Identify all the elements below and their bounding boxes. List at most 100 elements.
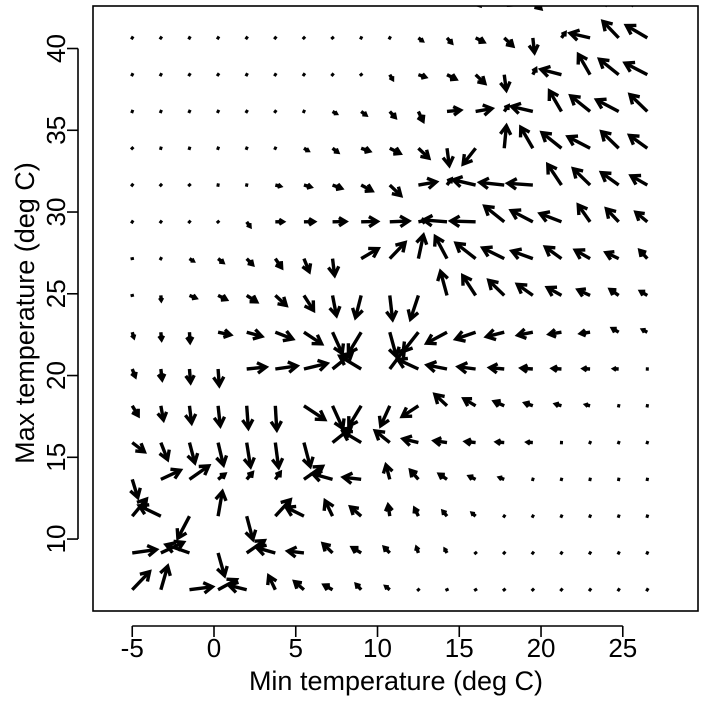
vector-arrow <box>131 441 147 454</box>
vector-arrow <box>244 146 249 151</box>
vector-arrow <box>246 0 248 2</box>
vector-field <box>129 0 650 595</box>
vector-arrow <box>577 328 591 338</box>
vector-arrow <box>331 0 334 2</box>
vector-arrow <box>273 146 278 151</box>
vector-arrow <box>327 258 341 279</box>
vector-arrow <box>215 35 221 41</box>
vector-arrow <box>129 478 142 501</box>
vector-arrow <box>486 278 506 297</box>
vector-arrow <box>645 587 650 592</box>
vector-arrow <box>158 295 165 304</box>
vector-arrow <box>321 583 334 592</box>
x-axis-label: Min temperature (deg C) <box>249 666 543 696</box>
vector-arrow <box>273 469 283 481</box>
vector-arrow <box>388 110 398 120</box>
vector-arrow <box>473 587 478 592</box>
vector-arrow <box>244 515 258 543</box>
vector-arrow <box>559 587 564 593</box>
vector-arrow <box>185 332 195 346</box>
vector-arrow <box>361 215 381 229</box>
vector-arrow <box>443 546 449 554</box>
vector-arrow <box>431 436 448 447</box>
vector-arrow <box>530 513 535 519</box>
vector-arrow <box>302 330 325 346</box>
vector-arrow <box>130 331 137 341</box>
vector-arrow <box>530 477 535 482</box>
vector-arrow <box>588 440 593 445</box>
vector-arrow <box>455 361 476 375</box>
vector-arrow <box>518 363 533 374</box>
vector-arrow <box>340 429 363 445</box>
vector-arrow <box>508 101 534 115</box>
vector-arrow <box>559 550 564 556</box>
vector-arrow <box>212 368 226 389</box>
vector-arrow <box>292 579 306 592</box>
vector-arrow <box>637 247 649 260</box>
vector-arrow <box>441 148 455 169</box>
vector-arrow <box>630 6 634 8</box>
vector-arrow <box>130 256 135 261</box>
vector-arrow <box>187 146 192 151</box>
vector-arrow <box>244 109 249 114</box>
vector-arrow <box>565 134 591 150</box>
vector-arrow <box>604 206 620 224</box>
vector-arrow <box>483 328 505 342</box>
vector-arrow <box>215 552 229 579</box>
vector-arrow <box>217 0 219 2</box>
vector-arrow <box>340 471 362 485</box>
vector-arrow <box>598 170 620 187</box>
vector-arrow <box>156 405 169 424</box>
vector-arrow <box>246 328 265 341</box>
x-tick-label: 0 <box>207 633 221 663</box>
vector-arrow <box>388 73 395 83</box>
vector-arrow <box>245 257 255 268</box>
vector-arrow <box>158 109 163 114</box>
vector-arrow <box>130 72 135 77</box>
vector-arrow <box>266 573 278 591</box>
vector-arrow <box>188 257 196 263</box>
vector-arrow <box>160 0 163 2</box>
vector-arrow <box>360 0 362 2</box>
vector-arrow <box>473 550 478 556</box>
vector-arrow <box>188 464 212 481</box>
vector-arrow <box>576 202 592 223</box>
vector-arrow <box>159 563 172 591</box>
y-tick-label: 15 <box>41 443 71 472</box>
vector-arrow <box>626 133 649 150</box>
vector-arrow <box>575 287 591 298</box>
vector-arrow <box>163 541 191 555</box>
vector-arrow <box>354 582 363 591</box>
vector-arrow <box>587 587 593 593</box>
vector-arrow <box>582 402 591 408</box>
y-tick-label: 35 <box>41 116 71 145</box>
vector-arrow <box>461 147 477 167</box>
vector-arrow <box>130 368 138 380</box>
y-axis: 10 15 20 25 30 35 40 <box>41 34 79 554</box>
vector-arrow <box>217 257 226 265</box>
vector-arrow <box>572 248 591 261</box>
vector-arrow <box>242 442 256 470</box>
vector-arrow <box>501 587 507 592</box>
vector-arrow <box>360 145 373 154</box>
vector-arrow <box>433 233 449 260</box>
vector-arrow <box>130 109 135 114</box>
vector-arrow <box>546 328 562 339</box>
vector-arrow <box>607 287 620 297</box>
x-tick-label: 25 <box>608 633 637 663</box>
vector-arrow <box>245 293 260 304</box>
y-tick-label: 30 <box>41 198 71 227</box>
vector-arrow <box>406 294 421 323</box>
x-tick-label: -5 <box>121 633 144 663</box>
vector-arrow <box>499 122 513 149</box>
vector-arrow <box>184 368 196 386</box>
vector-arrow <box>506 6 515 8</box>
vector-arrow <box>215 72 221 77</box>
vector-arrow <box>322 497 335 517</box>
vector-arrow <box>389 214 412 229</box>
vector-arrow <box>461 397 477 408</box>
vector-arrow <box>225 580 248 594</box>
vector-arrow <box>269 405 283 434</box>
y-tick-label: 10 <box>41 525 71 554</box>
vector-arrow <box>187 182 192 188</box>
